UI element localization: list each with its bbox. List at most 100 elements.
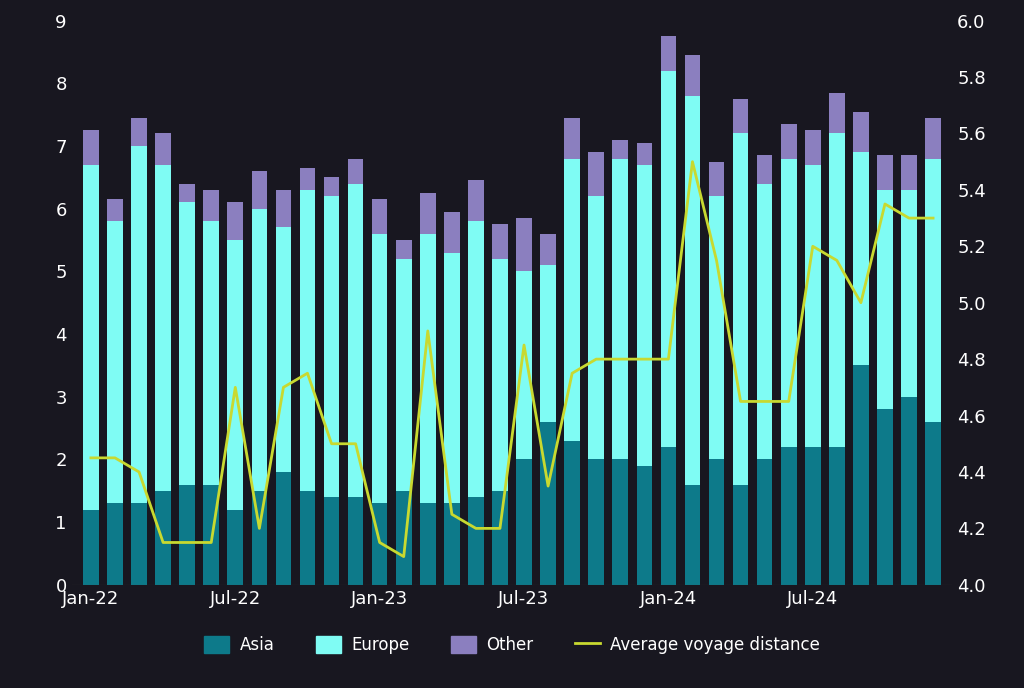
Average voyage distance (711, 256, 723, 264)
Bar (131, 504, 146, 585)
Bar (300, 491, 315, 585)
Bar (733, 99, 749, 133)
Average voyage distance (133, 468, 145, 476)
Bar (805, 130, 820, 165)
Bar (83, 165, 98, 510)
Average voyage distance (229, 383, 242, 391)
Average voyage distance (542, 482, 554, 491)
Bar (227, 202, 243, 240)
Bar (324, 178, 339, 196)
Bar (829, 93, 845, 133)
Bar (901, 155, 916, 190)
Average voyage distance (614, 355, 627, 363)
Bar (420, 234, 435, 504)
Bar (901, 397, 916, 585)
Average voyage distance (494, 524, 506, 533)
Average voyage distance (782, 397, 795, 405)
Bar (348, 184, 364, 497)
Bar (612, 158, 628, 460)
Bar (878, 190, 893, 409)
Average voyage distance (205, 538, 217, 546)
Legend: Asia, Europe, Other, Average voyage distance: Asia, Europe, Other, Average voyage dist… (198, 630, 826, 661)
Bar (252, 171, 267, 208)
Bar (493, 224, 508, 259)
Bar (275, 228, 291, 472)
Bar (396, 240, 412, 259)
Bar (589, 196, 604, 460)
Bar (468, 222, 483, 497)
Bar (589, 460, 604, 585)
Average voyage distance (397, 552, 410, 561)
Bar (685, 96, 700, 484)
Bar (179, 484, 195, 585)
Bar (805, 165, 820, 447)
Average voyage distance (855, 299, 867, 307)
Bar (685, 55, 700, 96)
Bar (324, 497, 339, 585)
Average voyage distance (470, 524, 482, 533)
Bar (444, 212, 460, 252)
Average voyage distance (301, 369, 313, 377)
Bar (901, 190, 916, 397)
Bar (685, 484, 700, 585)
Bar (853, 365, 868, 585)
Average voyage distance (109, 453, 121, 462)
Bar (637, 165, 652, 466)
Average voyage distance (253, 524, 265, 533)
Bar (252, 491, 267, 585)
Average voyage distance (374, 538, 386, 546)
Bar (853, 111, 868, 152)
Average voyage distance (879, 200, 891, 208)
Bar (757, 184, 772, 460)
Bar (926, 118, 941, 158)
Bar (444, 252, 460, 504)
Bar (516, 218, 531, 271)
Average voyage distance (638, 355, 650, 363)
Bar (275, 190, 291, 228)
Bar (541, 265, 556, 422)
Bar (493, 491, 508, 585)
Bar (227, 510, 243, 585)
Average voyage distance (566, 369, 579, 377)
Bar (733, 133, 749, 484)
Bar (227, 240, 243, 510)
Bar (324, 196, 339, 497)
Average voyage distance (518, 341, 530, 350)
Average voyage distance (157, 538, 169, 546)
Average voyage distance (903, 214, 915, 222)
Average voyage distance (349, 440, 361, 448)
Bar (516, 271, 531, 460)
Average voyage distance (278, 383, 290, 391)
Bar (926, 422, 941, 585)
Bar (131, 118, 146, 146)
Bar (612, 460, 628, 585)
Bar (660, 447, 676, 585)
Bar (660, 36, 676, 71)
Bar (300, 168, 315, 190)
Bar (516, 460, 531, 585)
Bar (468, 180, 483, 222)
Bar (468, 497, 483, 585)
Bar (156, 165, 171, 491)
Bar (709, 162, 724, 196)
Bar (541, 422, 556, 585)
Bar (156, 133, 171, 165)
Bar (757, 460, 772, 585)
Bar (781, 158, 797, 447)
Bar (348, 497, 364, 585)
Bar (396, 491, 412, 585)
Bar (853, 152, 868, 365)
Bar (83, 510, 98, 585)
Bar (179, 184, 195, 202)
Average voyage distance (686, 158, 698, 166)
Average voyage distance (927, 214, 939, 222)
Bar (829, 447, 845, 585)
Bar (372, 504, 387, 585)
Bar (637, 143, 652, 165)
Average voyage distance (326, 440, 338, 448)
Bar (131, 146, 146, 504)
Bar (204, 222, 219, 484)
Bar (156, 491, 171, 585)
Bar (83, 130, 98, 165)
Bar (252, 208, 267, 491)
